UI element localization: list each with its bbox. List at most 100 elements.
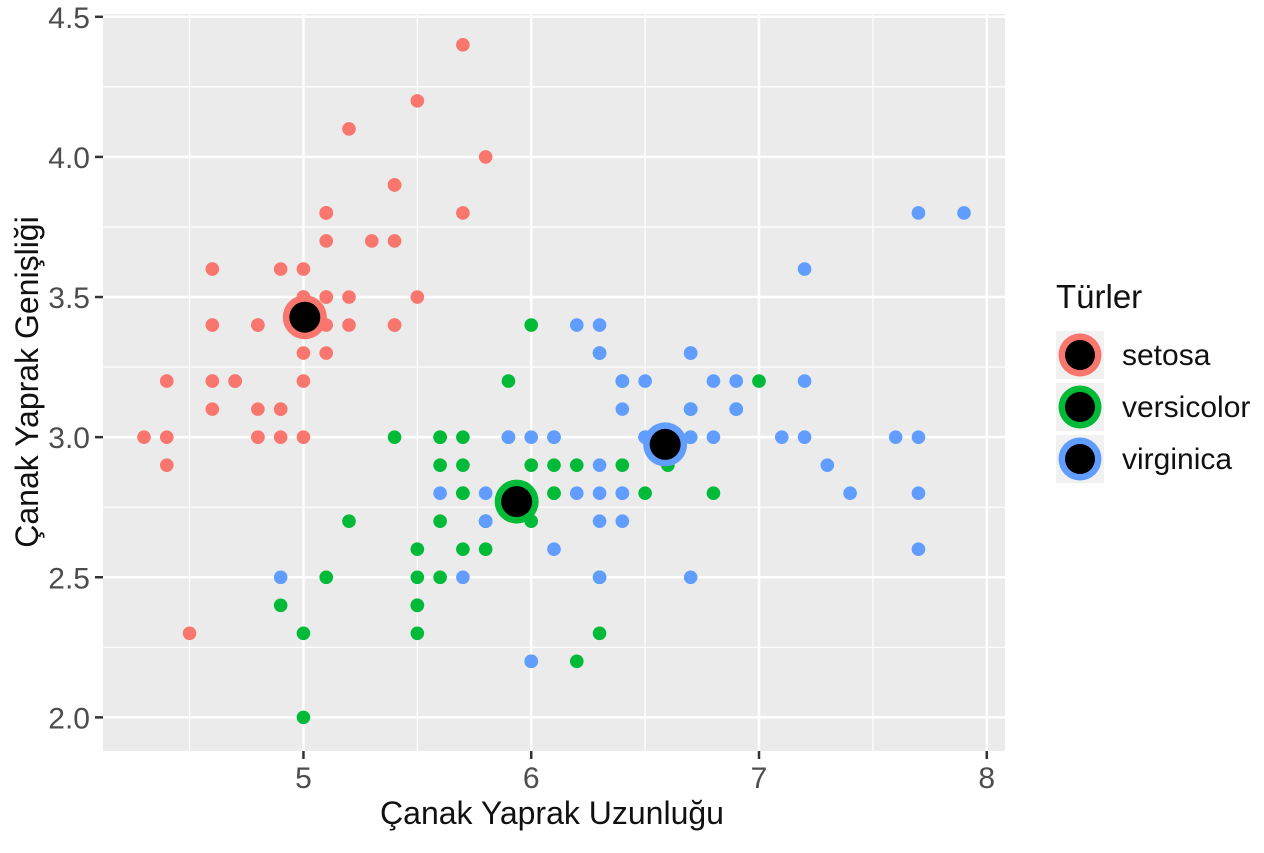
data-point-setosa xyxy=(228,374,242,388)
legend-title: Türler xyxy=(1056,278,1142,315)
y-axis-title: Çanak Yaprak Genişliği xyxy=(9,216,45,547)
x-tick-label: 7 xyxy=(751,762,768,795)
data-point-virginica xyxy=(729,374,744,388)
data-point-setosa xyxy=(296,346,311,360)
data-point-setosa xyxy=(182,626,197,641)
data-point-versicolor xyxy=(319,570,334,585)
data-point-virginica xyxy=(547,430,561,444)
data-point-setosa xyxy=(159,430,174,444)
data-point-virginica xyxy=(911,486,926,500)
y-tick-label: 4.5 xyxy=(48,2,90,35)
data-point-setosa xyxy=(342,122,356,136)
y-tick-label: 4.0 xyxy=(48,142,90,175)
data-point-setosa xyxy=(342,290,356,304)
data-point-versicolor xyxy=(273,598,288,613)
data-point-versicolor xyxy=(615,458,630,472)
data-point-setosa xyxy=(410,94,425,108)
legend-marker-core-icon xyxy=(1065,444,1095,474)
x-tick-label: 8 xyxy=(978,762,995,795)
data-point-virginica xyxy=(615,374,630,388)
y-tick-label: 2.0 xyxy=(48,702,90,735)
data-point-versicolor xyxy=(456,542,470,557)
data-point-setosa xyxy=(319,290,334,304)
data-point-versicolor xyxy=(433,514,447,529)
data-point-setosa xyxy=(478,150,493,164)
data-point-virginica xyxy=(957,206,971,220)
data-point-virginica xyxy=(615,402,630,416)
data-point-versicolor xyxy=(410,598,425,613)
legend-label-versicolor: versicolor xyxy=(1122,391,1250,424)
data-point-virginica xyxy=(569,318,584,332)
data-point-virginica xyxy=(592,458,607,472)
data-point-versicolor xyxy=(478,542,493,557)
data-point-setosa xyxy=(387,318,402,332)
legend-marker-core-icon xyxy=(1065,392,1095,422)
data-point-setosa xyxy=(319,234,334,248)
data-point-virginica xyxy=(592,570,607,585)
data-point-setosa xyxy=(296,430,311,444)
centroid-core-virginica xyxy=(649,428,681,460)
data-point-virginica xyxy=(820,458,835,472)
data-point-versicolor xyxy=(456,458,470,472)
data-point-virginica xyxy=(524,430,539,444)
data-point-virginica xyxy=(797,262,812,276)
data-point-virginica xyxy=(683,570,698,585)
data-point-setosa xyxy=(205,262,220,276)
data-point-virginica xyxy=(524,654,539,669)
data-point-virginica xyxy=(683,430,698,444)
data-point-virginica xyxy=(683,346,698,360)
data-point-virginica xyxy=(569,486,584,500)
data-points-layer xyxy=(137,38,971,725)
data-point-versicolor xyxy=(592,626,607,641)
data-point-versicolor xyxy=(524,458,539,472)
data-point-versicolor xyxy=(433,458,447,472)
data-point-setosa xyxy=(251,430,265,444)
legend-marker-core-icon xyxy=(1065,340,1095,370)
data-point-virginica xyxy=(456,570,470,585)
data-point-virginica xyxy=(501,430,516,444)
data-point-versicolor xyxy=(387,430,402,444)
data-point-virginica xyxy=(888,430,903,444)
data-point-versicolor xyxy=(296,626,311,641)
legend-item-setosa: setosa xyxy=(1056,331,1211,379)
data-point-virginica xyxy=(843,486,857,500)
data-point-setosa xyxy=(410,290,425,304)
data-point-virginica xyxy=(797,374,812,388)
data-point-setosa xyxy=(205,402,220,416)
data-point-versicolor xyxy=(501,374,516,388)
data-point-setosa xyxy=(387,234,402,248)
data-point-versicolor xyxy=(410,626,425,641)
data-point-versicolor xyxy=(456,486,470,500)
data-point-virginica xyxy=(729,402,744,416)
data-point-versicolor xyxy=(547,458,561,472)
axis-ticks-layer: 5 6 7 8 2.0 2.5 3.0 3.5 4.0 4.5 xyxy=(48,2,995,795)
data-point-setosa xyxy=(137,430,151,444)
data-point-virginica xyxy=(592,318,607,332)
data-point-virginica xyxy=(638,374,652,388)
legend-item-virginica: virginica xyxy=(1056,435,1232,483)
data-point-setosa xyxy=(273,262,288,276)
data-point-virginica xyxy=(911,542,926,557)
data-point-versicolor xyxy=(569,458,584,472)
data-point-virginica xyxy=(615,486,630,500)
data-point-versicolor xyxy=(638,486,652,500)
data-point-versicolor xyxy=(569,654,584,669)
data-point-setosa xyxy=(251,402,265,416)
data-point-setosa xyxy=(273,430,288,444)
data-point-virginica xyxy=(592,514,607,529)
data-point-versicolor xyxy=(410,542,425,557)
data-point-versicolor xyxy=(706,486,721,500)
data-point-setosa xyxy=(456,38,470,52)
data-point-setosa xyxy=(319,346,334,360)
data-point-virginica xyxy=(797,430,812,444)
data-point-setosa xyxy=(364,234,379,248)
data-point-setosa xyxy=(342,318,356,332)
data-point-versicolor xyxy=(547,486,561,500)
y-tick-label: 3.5 xyxy=(48,282,90,315)
data-point-setosa xyxy=(456,206,470,220)
data-point-versicolor xyxy=(456,430,470,444)
data-point-virginica xyxy=(547,542,561,557)
data-point-virginica xyxy=(433,486,447,500)
